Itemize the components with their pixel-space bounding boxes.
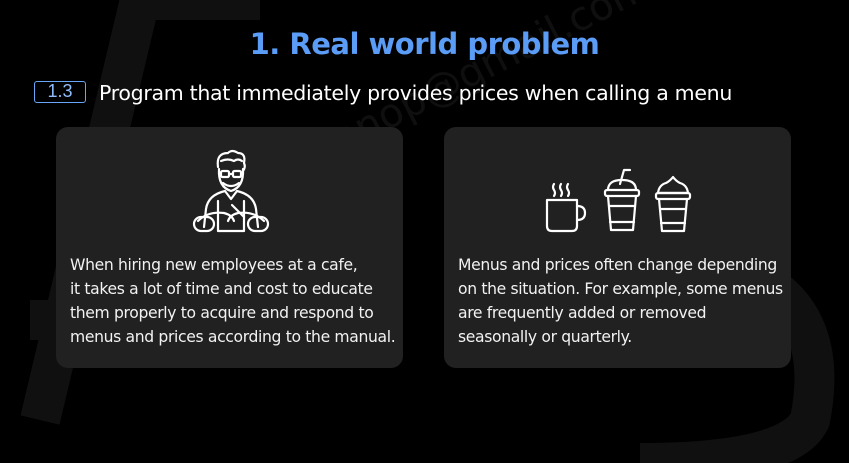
problem-card-menus: Menus and prices often change depending … xyxy=(444,127,791,368)
problem-card-employees: When hiring new employees at a cafe, it … xyxy=(56,127,403,368)
barista-icon xyxy=(192,149,270,233)
section-subtitle: Program that immediately provides prices… xyxy=(99,81,733,105)
slide-title: 1. Real world problem xyxy=(249,27,600,61)
section-number-badge: 1.3 xyxy=(34,81,86,103)
iced-drink-cup-icon xyxy=(603,168,641,232)
card-text-employees: When hiring new employees at a cafe, it … xyxy=(70,256,396,346)
card-text-menus: Menus and prices often change depending … xyxy=(458,256,783,346)
whipped-cream-cup-icon xyxy=(654,175,692,233)
hot-coffee-mug-icon xyxy=(545,182,587,233)
